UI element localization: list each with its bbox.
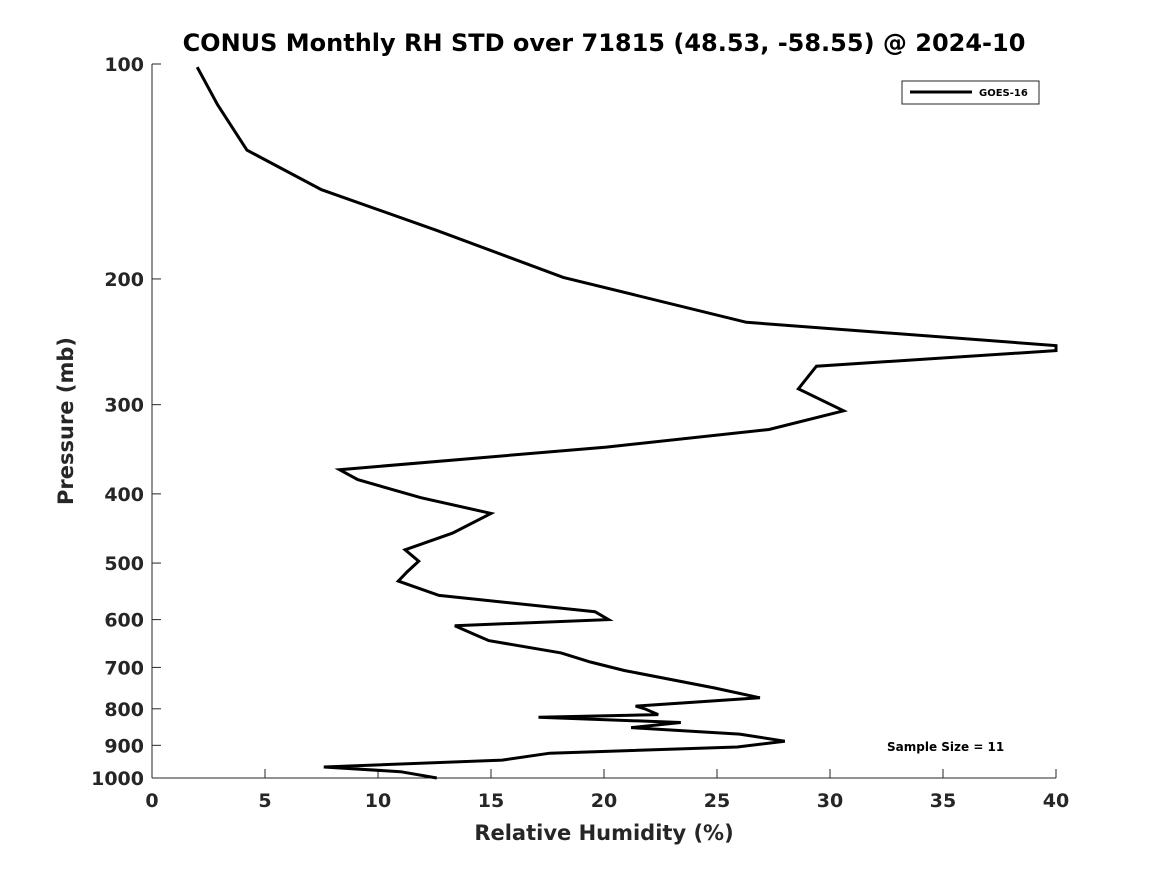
series-group	[195, 66, 1058, 780]
sample-size-annotation: Sample Size = 11	[887, 740, 1004, 754]
x-axis-label: Relative Humidity (%)	[474, 821, 733, 845]
legend: GOES-16	[901, 80, 1040, 105]
x-tick-label: 0	[145, 790, 158, 812]
y-tick-label: 500	[104, 553, 144, 575]
chart-title: CONUS Monthly RH STD over 71815 (48.53, …	[183, 29, 1026, 57]
x-tick-label: 35	[930, 790, 956, 812]
y-tick-label: 700	[104, 657, 144, 679]
y-tick-label: 800	[104, 699, 144, 721]
x-ticks: 0 5 10 15 20 25 30 35 40	[145, 769, 1069, 812]
y-tick-label: 900	[104, 735, 144, 757]
y-ticks: 100 200 300 400 500 600 700 800 900 1000	[91, 54, 161, 790]
x-tick-label: 20	[591, 790, 617, 812]
x-tick-label: 25	[704, 790, 730, 812]
y-tick-label: 100	[104, 54, 144, 76]
y-tick-label: 400	[104, 484, 144, 506]
x-tick-label: 15	[478, 790, 504, 812]
x-tick-label: 40	[1043, 790, 1069, 812]
legend-label-goes-16: GOES-16	[979, 88, 1028, 99]
series-line-goes-16	[195, 66, 1058, 780]
y-tick-label: 300	[104, 395, 144, 417]
y-tick-label: 600	[104, 610, 144, 632]
x-tick-label: 30	[817, 790, 843, 812]
y-tick-label: 200	[104, 269, 144, 291]
y-tick-label: 1000	[91, 768, 144, 790]
y-axis-label: Pressure (mb)	[54, 337, 78, 505]
x-tick-label: 5	[258, 790, 271, 812]
x-tick-label: 10	[365, 790, 391, 812]
